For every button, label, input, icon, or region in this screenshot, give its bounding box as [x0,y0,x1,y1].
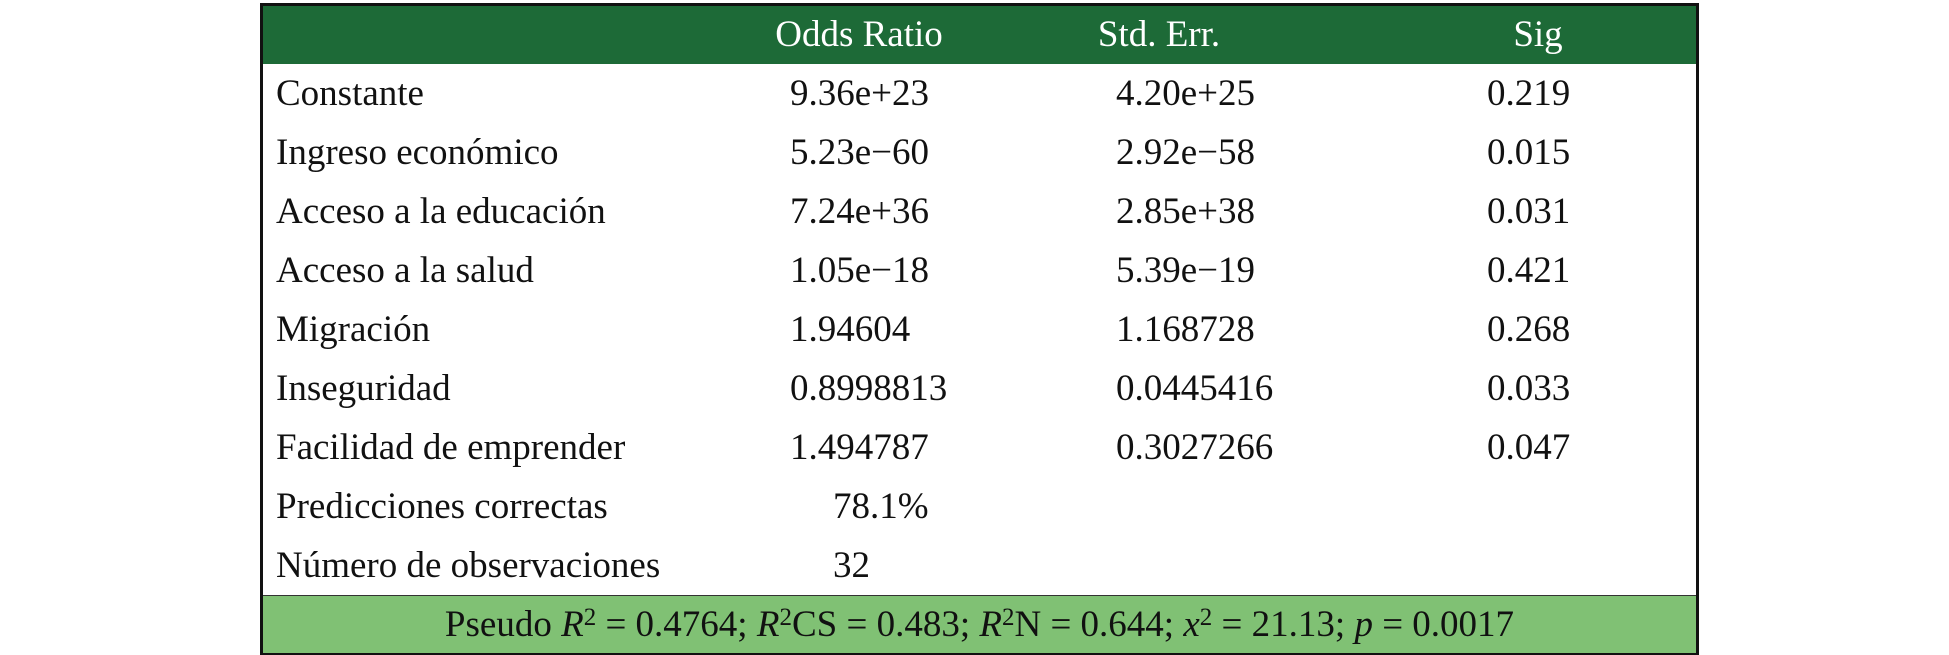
footer-text: = 21.13; [1212,604,1355,645]
row-label: Facilidad de emprender [276,427,626,468]
cell-value: 0.047 [1487,427,1571,468]
footer-text: R [756,604,780,645]
cell-value: 0.015 [1487,132,1571,173]
footer-row: Pseudo R2 = 0.4764; R2CS = 0.483; R2N = … [263,595,1696,653]
cell-value: 0.8998813 [790,368,948,409]
footer-text: Pseudo [444,604,562,645]
cell-value: 0.3027266 [1116,427,1274,468]
row-label: Acceso a la salud [276,250,534,291]
cell-value: 1.168728 [1116,309,1255,350]
cell-value: 1.05e−18 [790,250,930,291]
cell-value: 0.031 [1487,191,1571,232]
footer-text: 2 [583,604,597,631]
cell-value: 0.033 [1487,368,1571,409]
row-label: Número de observaciones [276,545,661,586]
cell-value: 78.1% [833,486,929,527]
row-label: Constante [276,73,424,114]
cell-value: 0.421 [1487,250,1571,291]
footer-text: CS = 0.483; [791,604,980,645]
row-label: Predicciones correctas [276,486,608,527]
cell-value: 32 [833,545,870,586]
cell-value: 2.85e+38 [1116,191,1256,232]
footer-text: R [561,604,584,645]
cell-value: 0.219 [1487,73,1571,114]
cell-value: 1.94604 [790,309,911,350]
cell-value: 1.494787 [790,427,929,468]
column-header: Std. Err. [1097,14,1221,55]
column-header: Odds Ratio [775,14,943,55]
row-label: Inseguridad [276,368,451,409]
cell-value: 0.268 [1487,309,1571,350]
cell-value: 7.24e+36 [790,191,930,232]
cell-value: 0.0445416 [1116,368,1274,409]
cell-value: 4.20e+25 [1116,73,1256,114]
cell-value: 2.92e−58 [1116,132,1256,173]
footer-text: 2 [779,604,792,631]
cell-value: 9.36e+23 [790,73,930,114]
row-label: Acceso a la educación [276,191,606,232]
cell-value: 5.23e−60 [790,132,930,173]
footer-text: R [979,604,1002,645]
footer-text: 2 [1001,604,1015,631]
footer-text: = 0.4764; [596,604,757,645]
footer-text: p [1354,604,1373,645]
header-row: Odds Ratio Std. Err. Sig [263,6,1696,64]
row-label: Migración [276,309,431,350]
regression-table: Odds Ratio Std. Err. Sig Constante 9.36e+23… [260,3,1699,655]
cell-value: 5.39e−19 [1116,250,1256,291]
footer-text: = 0.0017 [1372,604,1515,645]
column-header: Sig [1513,14,1563,55]
footer-text: 2 [1199,604,1213,631]
row-label: Ingreso económico [276,132,559,173]
footer-text: x [1183,604,1200,645]
footer-text: N = 0.644; [1014,604,1184,645]
